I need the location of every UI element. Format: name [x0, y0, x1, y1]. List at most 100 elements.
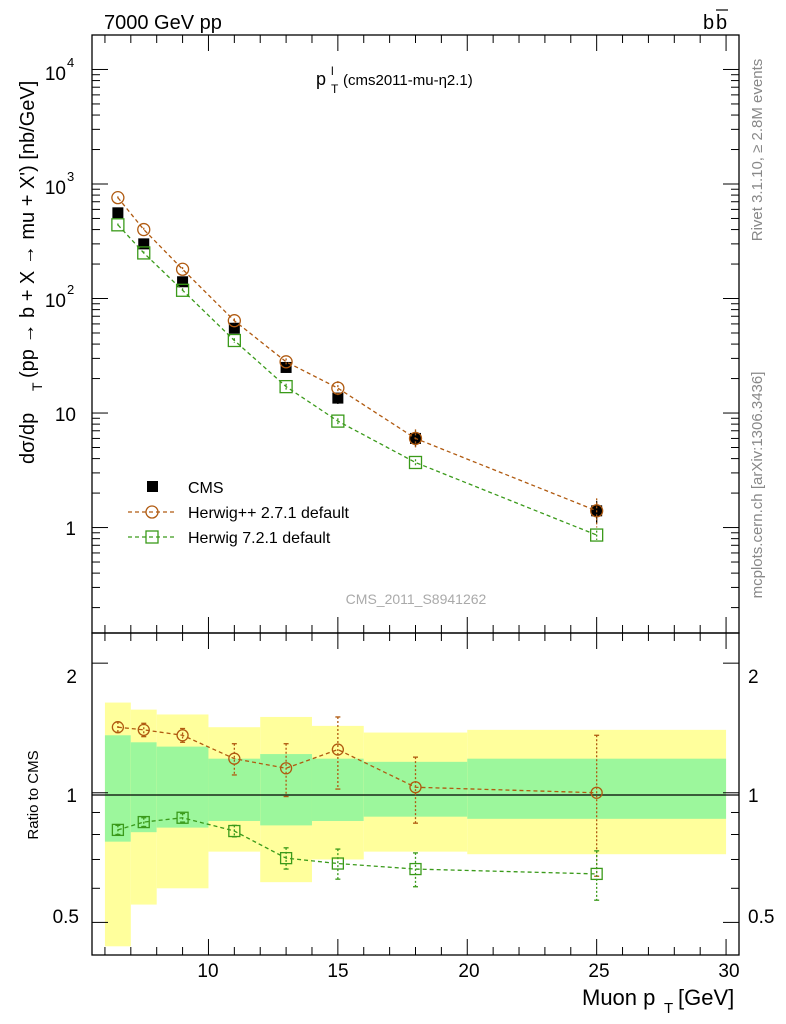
- ratio-line: [117, 817, 597, 875]
- xtick-label-20: 20: [458, 961, 479, 982]
- ratio-ytick-1: 1: [66, 786, 77, 807]
- legend-entry-cms: CMS: [147, 480, 224, 497]
- svg-text:T: T: [664, 1000, 673, 1017]
- ytick-label-10: 10: [55, 405, 76, 426]
- ratio-point: [111, 721, 125, 734]
- main-title: p T l (cms2011-mu-η2.1): [316, 64, 473, 96]
- ratio-ytick-1-right: 1: [748, 786, 759, 807]
- svg-text:CMS: CMS: [188, 480, 224, 497]
- inner-band: [260, 754, 312, 826]
- data-point: [279, 355, 293, 369]
- svg-text:b: b: [703, 12, 714, 34]
- data-point: [138, 238, 150, 250]
- svg-text:2: 2: [67, 282, 74, 297]
- ratio-axis-ticks: [92, 633, 739, 955]
- rivet-label: Rivet 3.1.10, ≥ 2.8M events: [749, 59, 766, 242]
- ytick-label-100: 10 2: [45, 282, 74, 312]
- data-point: [332, 392, 344, 404]
- main-axis-ticks: [92, 34, 739, 633]
- series-1: [111, 190, 604, 528]
- ratio-line: [117, 726, 597, 794]
- svg-text:b: b: [716, 12, 727, 34]
- data-point: [408, 431, 423, 446]
- data-point: [590, 504, 604, 518]
- svg-text:10: 10: [45, 178, 66, 199]
- ratio-series-1: [111, 811, 603, 901]
- data-point: [227, 333, 241, 348]
- ratio-point: [590, 867, 603, 881]
- beam-label: 7000 GeV pp: [104, 12, 222, 34]
- ratio-ytick-2-right: 2: [748, 667, 759, 688]
- ratio-point: [176, 811, 189, 824]
- legend-entry-herwigpp: Herwig++ 2.7.1 default: [128, 505, 350, 522]
- svg-text:[GeV]: [GeV]: [678, 985, 734, 1010]
- svg-text:p: p: [316, 69, 326, 89]
- data-point: [177, 276, 189, 288]
- ratio-ytick-2: 2: [66, 667, 77, 688]
- data-point: [279, 379, 293, 394]
- data-point: [331, 414, 345, 428]
- ratio-point: [331, 857, 345, 870]
- ratio-frame: [91, 632, 740, 956]
- ratio-point: [331, 743, 345, 756]
- series-line: [117, 224, 597, 536]
- ratio-point: [279, 851, 293, 865]
- ratio-ytick-labels: 2 1 0.5 2 1 0.5: [53, 667, 775, 928]
- svg-text:4: 4: [67, 55, 74, 70]
- xlabel: Muon p T [GeV]: [582, 985, 734, 1017]
- svg-text:Herwig 7.2.1 default: Herwig 7.2.1 default: [188, 530, 331, 547]
- xtick-label-10: 10: [197, 961, 218, 982]
- ytick-label-1000: 10 3: [45, 169, 74, 199]
- data-point: [112, 207, 124, 219]
- ratio-point: [279, 762, 293, 775]
- ratio-ytick-0-5-right: 0.5: [748, 907, 774, 928]
- svg-text:3: 3: [67, 169, 74, 184]
- data-point: [137, 222, 151, 237]
- xtick-label-15: 15: [327, 961, 348, 982]
- main-series: [111, 190, 604, 542]
- ratio-point: [409, 781, 422, 794]
- svg-text:10: 10: [45, 291, 66, 312]
- data-point: [175, 283, 190, 297]
- svg-text:l: l: [331, 64, 334, 78]
- ratio-point: [176, 729, 189, 742]
- ratio-series: [111, 716, 603, 901]
- data-point: [111, 190, 125, 205]
- ytick-label-1: 1: [65, 519, 76, 540]
- svg-text:T: T: [29, 382, 45, 391]
- main-panel: p T l (cms2011-mu-η2.1) dσ/dp T (pp → b …: [17, 34, 740, 634]
- ratio-point: [409, 862, 422, 876]
- data-point: [137, 246, 151, 260]
- process-label: b b: [703, 9, 728, 34]
- series-2: [111, 218, 604, 542]
- main-ylabel: dσ/dp T (pp → b + X → mu + X') [nb/GeV]: [17, 81, 45, 464]
- mcplots-label: mcplots.cern.ch [arXiv:1306.3436]: [749, 372, 766, 599]
- legend: CMS Herwig++ 2.7.1 default Herwig 7.2.1 …: [128, 480, 350, 547]
- data-point: [228, 322, 240, 334]
- data-point: [175, 262, 190, 276]
- ratio-bands: [104, 702, 727, 947]
- analysis-watermark: CMS_2011_S8941262: [346, 591, 487, 607]
- svg-text:Muon p: Muon p: [582, 985, 655, 1010]
- ratio-point: [590, 786, 603, 799]
- svg-text:Herwig++ 2.7.1 default: Herwig++ 2.7.1 default: [188, 505, 350, 522]
- ratio-point: [137, 723, 150, 737]
- ratio-point: [137, 815, 150, 829]
- legend-entry-herwig7: Herwig 7.2.1 default: [128, 530, 331, 547]
- xtick-labels: 10 15 20 25 30: [197, 961, 739, 982]
- series-line: [117, 197, 597, 512]
- series-0: [112, 207, 603, 523]
- ratio-point: [111, 823, 125, 837]
- data-point: [590, 528, 604, 542]
- data-point: [227, 314, 241, 328]
- svg-text:10: 10: [45, 64, 66, 85]
- xtick-label-30: 30: [718, 961, 739, 982]
- inner-band: [311, 758, 364, 821]
- main-ytick-labels: 1 10 10 2 10 3 10 4: [45, 55, 76, 540]
- ratio-panel: Ratio to CMS 2 1 0.5 2 1 0.5 10 15 20 25…: [25, 632, 775, 1017]
- ratio-point: [228, 824, 241, 838]
- svg-text:T: T: [331, 82, 339, 96]
- ytick-label-10000: 10 4: [45, 55, 74, 85]
- ratio-point: [228, 752, 241, 765]
